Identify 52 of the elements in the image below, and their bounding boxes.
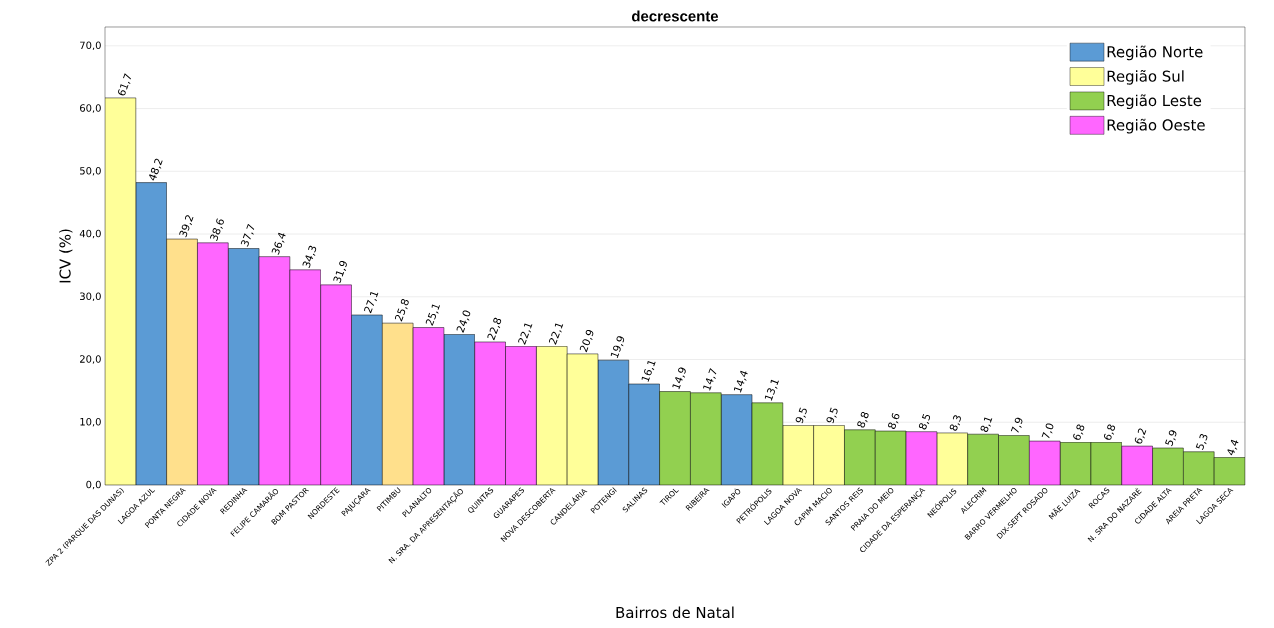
text: 34,3 — [302, 245, 317, 269]
text: 4,4 — [1227, 439, 1239, 456]
text: 14,4 — [733, 370, 748, 393]
legend-label: Região Norte — [1107, 45, 1203, 61]
text: 22,1 — [549, 323, 564, 345]
text: 13,1 — [764, 379, 779, 401]
text: 37,7 — [240, 223, 255, 247]
text: 25,8 — [394, 299, 409, 322]
text: 20,9 — [579, 329, 594, 353]
text: 22,1 — [518, 323, 533, 345]
text: 61,7 — [118, 73, 131, 96]
y-tick-label: 70,0 — [80, 41, 101, 51]
text: 7,0 — [1041, 423, 1054, 439]
legend-label: Região Leste — [1107, 94, 1202, 110]
chart-title: decrescente — [631, 10, 719, 22]
text: 9,5 — [795, 407, 807, 424]
y-tick-label: 60,0 — [80, 104, 101, 113]
text: 9,5 — [826, 407, 838, 424]
y-tick-label: 40,0 — [79, 229, 101, 239]
text: 8,3 — [949, 415, 961, 431]
text: 7,9 — [1010, 417, 1023, 433]
y-tick-label: 10,0 — [80, 417, 101, 427]
text: 22,8 — [487, 317, 502, 341]
text: 31,9 — [333, 260, 347, 284]
text: 8,8 — [857, 411, 869, 428]
text: 14,9 — [672, 367, 686, 390]
text: 5,9 — [1164, 430, 1177, 447]
text: 36,4 — [271, 232, 286, 255]
text: 27,1 — [364, 292, 379, 314]
text: 8,5 — [918, 413, 931, 430]
x-axis-title: Bairros de Natal — [616, 606, 734, 619]
y-tick-label: 50,0 — [80, 167, 101, 176]
text: 5,3 — [1195, 434, 1208, 450]
text: 8,6 — [888, 413, 900, 429]
y-tick-label: 0,0 — [86, 480, 101, 490]
y-tick-label: 30,0 — [80, 292, 101, 302]
text: 14,7 — [703, 368, 717, 391]
text: 24,0 — [456, 310, 471, 333]
text: 8,1 — [980, 417, 993, 433]
text: 6,8 — [1103, 424, 1116, 440]
text: 48,2 — [149, 158, 163, 181]
legend-label: Região Oeste — [1107, 118, 1205, 134]
text: 19,9 — [610, 336, 625, 358]
text: 16,1 — [641, 361, 656, 382]
text: 38,6 — [210, 218, 224, 242]
y-tick-label: 20,0 — [80, 355, 101, 364]
legend-label: Região Sul — [1107, 69, 1184, 85]
y-axis-title: ICV (%) — [59, 229, 73, 283]
text: 6,8 — [1073, 424, 1085, 440]
text: 6,2 — [1134, 428, 1147, 444]
text: 25,1 — [425, 304, 440, 326]
text: 39,2 — [179, 215, 194, 238]
